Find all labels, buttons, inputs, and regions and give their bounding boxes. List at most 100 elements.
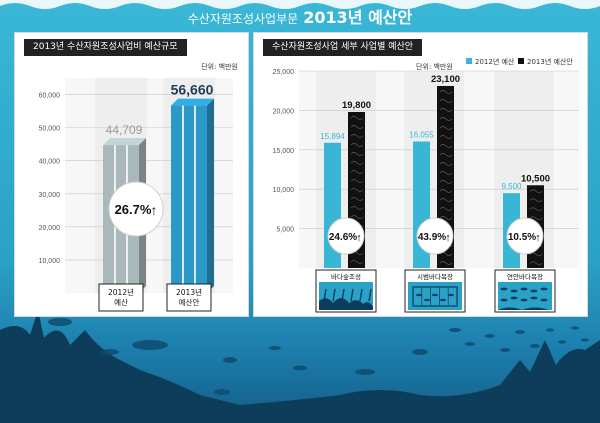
up-arrow-icon: ↑	[445, 232, 451, 244]
bar	[171, 98, 214, 293]
up-arrow-icon: ↑	[356, 232, 362, 244]
bar-pattern	[439, 108, 453, 112]
bar-pattern	[529, 198, 543, 203]
bar-pattern	[350, 215, 364, 219]
value-label: 44,709	[106, 123, 143, 137]
y-tick-label: 60,000	[39, 93, 61, 100]
bar-pattern	[439, 198, 453, 202]
bar-pattern	[529, 261, 543, 266]
fish-school	[48, 318, 589, 395]
bar-stripe	[182, 105, 184, 293]
growth-badge	[416, 217, 454, 255]
icon-fish	[530, 296, 538, 300]
growth-badge	[108, 181, 164, 237]
category-label-box	[166, 283, 212, 312]
icon-fish	[520, 298, 528, 302]
bar-pattern	[529, 207, 543, 212]
icon-fish	[440, 298, 446, 302]
bar-pattern	[350, 197, 364, 201]
icon-cage	[412, 286, 458, 307]
icon-fish	[530, 289, 538, 293]
page-title-main: 2013년 예산안	[303, 8, 413, 27]
icon-fish	[540, 287, 548, 291]
unit-label: 단위: 백만원	[201, 63, 238, 71]
icon-fish	[448, 293, 454, 297]
value-label: 19,800	[342, 100, 371, 111]
y-tick-label: 40,000	[39, 159, 61, 166]
icon-seaweed	[350, 288, 354, 302]
bar-pattern	[439, 153, 453, 157]
bar-pattern	[529, 216, 543, 221]
legend-swatch	[518, 58, 524, 64]
icon-fish	[540, 298, 548, 302]
bar-pattern	[439, 90, 453, 94]
icon-fish	[424, 298, 430, 302]
y-tick-label: 10,000	[39, 258, 61, 265]
bar-pattern	[350, 152, 364, 156]
bar-pattern	[350, 161, 364, 165]
icon-fish	[520, 287, 528, 291]
value-label: 15,894	[320, 132, 345, 141]
y-tick-label: 20,000	[39, 225, 61, 232]
category-label: 연안바다목장	[507, 272, 543, 281]
category-label: 2012년 예산	[108, 287, 134, 307]
legend-label: 2013년 예산안	[527, 57, 573, 66]
growth-label: 43.9%	[418, 232, 446, 243]
bar-pattern	[439, 189, 453, 193]
y-tick-label: 25,000	[273, 69, 295, 76]
bar-pattern	[439, 180, 453, 184]
value-label: 23,100	[431, 74, 460, 85]
project-budget-panel-title: 수산자원조성사업 세부 사업별 예산안	[263, 39, 423, 56]
category-label: 2013년 예산안	[176, 287, 202, 307]
bar-pattern	[350, 206, 364, 210]
icon-seaweed	[368, 288, 372, 302]
y-tick-label: 20,000	[273, 108, 295, 115]
bar-pattern	[350, 116, 364, 120]
icon-fish	[500, 298, 508, 302]
category-label: 바다숲조성	[331, 272, 361, 281]
icon-fish	[416, 293, 422, 297]
bar-pattern	[350, 125, 364, 129]
y-tick-label: 50,000	[39, 126, 61, 133]
legend: 2012년 예산 2013년 예산안	[466, 57, 573, 66]
legend-label: 2012년 예산	[475, 57, 515, 66]
bar-front	[171, 105, 207, 293]
category-label: 시범바다목장	[417, 272, 453, 281]
bar-pattern	[439, 144, 453, 148]
growth-label: 10.5%	[508, 232, 536, 243]
category-label-box	[98, 283, 144, 312]
growth-label: 26.7%	[115, 202, 152, 217]
bar-pattern	[439, 171, 453, 175]
bar-pattern	[350, 260, 364, 264]
bar-top	[103, 138, 146, 146]
y-tick-label: 5,000	[276, 227, 294, 234]
bar-pattern	[439, 261, 453, 265]
value-label: 10,500	[521, 173, 550, 184]
bar-pattern	[439, 135, 453, 139]
unit-label: 단위: 백만원	[416, 63, 453, 71]
budget-scale-panel: 2013년 수산자원조성사업비 예산규모 단위: 백만원 10,000 20,00…	[14, 32, 249, 317]
value-label: 56,660	[171, 82, 214, 98]
page-title-prefix: 수산자원조성사업부문	[187, 12, 299, 26]
budget-scale-chart: 10,000 20,000 30,000 40,000 50,000 60,000 44,7…	[39, 78, 233, 312]
bar-pattern	[529, 189, 543, 194]
sea-ranch-cage-icon	[408, 282, 462, 310]
bar-side	[207, 98, 214, 293]
bar-pattern	[350, 134, 364, 138]
bar-pattern	[439, 99, 453, 103]
bar-pattern	[350, 179, 364, 183]
seafloor-silhouette	[0, 310, 600, 423]
budget-scale-panel-title: 2013년 수산자원조성사업비 예산규모	[24, 39, 187, 56]
icon-seaweed	[323, 288, 327, 302]
icon-fish	[510, 289, 518, 293]
page-title: 수산자원조성사업부문 2013년 예산안	[0, 4, 600, 28]
bar-pattern	[439, 162, 453, 166]
bar-stripe	[194, 105, 196, 293]
icon-seabed	[319, 298, 373, 310]
growth-label: 24.6%	[329, 232, 357, 243]
icon-seabed	[498, 307, 549, 310]
bar-pattern	[439, 216, 453, 220]
bar-pattern	[350, 188, 364, 192]
icon-fish	[500, 287, 508, 291]
